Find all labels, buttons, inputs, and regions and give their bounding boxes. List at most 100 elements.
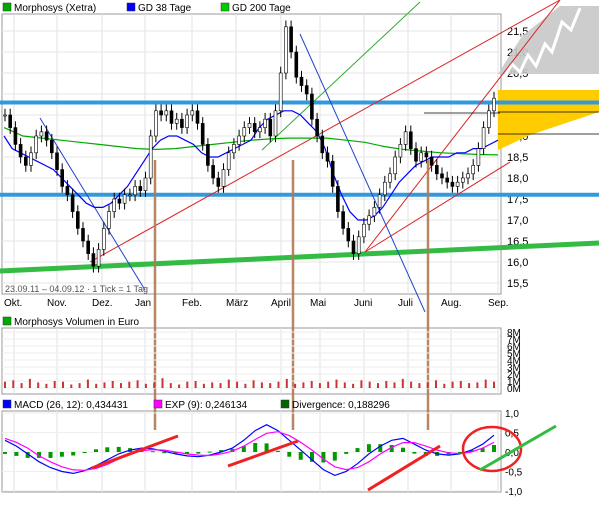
legend-swatch (2, 2, 12, 12)
volume-bar (418, 383, 421, 388)
y-tick-label: 18,5 (507, 152, 528, 164)
price-candle (471, 165, 476, 175)
volume-bar (260, 382, 263, 388)
price-candle (154, 110, 158, 137)
volume-bar (136, 380, 139, 388)
x-tick-label: April (271, 298, 291, 309)
volume-bar (227, 379, 230, 388)
volume-tick-label: 2M (507, 370, 521, 381)
price-candle (107, 211, 111, 229)
price-candle (398, 144, 403, 158)
price-candle (445, 177, 450, 183)
x-tick-label: Sep. (488, 298, 509, 309)
price-candle (13, 127, 18, 145)
volume-bar (161, 378, 164, 388)
range-note: 23.09.11 – 04.09.12 · 1 Tick = 1 Tag (5, 284, 148, 294)
divergence-bar (241, 446, 246, 452)
volume-bar (62, 381, 64, 388)
x-tick-label: Feb. (182, 298, 202, 309)
price-candle (133, 186, 137, 196)
volume-tick-label: 6M (507, 342, 521, 353)
divergence-bar (310, 452, 314, 462)
price-candle (388, 173, 392, 183)
price-candle (419, 152, 424, 162)
divergence-bar (82, 452, 87, 453)
divergence-bar (355, 448, 360, 452)
price-candle (185, 114, 189, 128)
volume-tick-label: 7M (507, 335, 521, 346)
x-tick-label: März (226, 298, 248, 309)
y-tick-label: 15,5 (507, 278, 528, 290)
green-trendline (261, 1, 421, 151)
volume-bar (459, 381, 462, 388)
price-candle (206, 144, 210, 166)
macd-legend-label: EXP (9): 0,246134 (165, 400, 248, 411)
volume-bar (86, 379, 89, 388)
red-trendline (89, 0, 561, 263)
price-candle (29, 152, 33, 166)
price-candle (91, 253, 96, 267)
volume-bar (4, 381, 6, 388)
volume-bar (111, 381, 114, 388)
volume-bar (294, 383, 297, 388)
price-candle (117, 198, 122, 204)
price-candle (211, 165, 215, 179)
price-candle (429, 156, 434, 166)
volume-bar (401, 378, 404, 388)
price-candle (34, 135, 39, 154)
volume-bar (178, 384, 181, 388)
price-candle (304, 85, 309, 95)
macd-tick-label: 0,0 (505, 448, 519, 459)
divergence-bar (366, 444, 371, 452)
divergence-bar (412, 452, 417, 454)
legend-swatch (280, 399, 290, 409)
divergence-bar (264, 443, 269, 452)
macd-divergence-line (91, 434, 179, 470)
price-candle (299, 76, 304, 86)
macd-highlight-circle (461, 425, 523, 473)
price-candle (330, 160, 335, 187)
price-candle (96, 249, 101, 267)
price-candle (403, 131, 408, 145)
macd-tick-label: -0,5 (505, 468, 523, 479)
price-candle (55, 152, 59, 170)
volume-bar (194, 381, 197, 388)
x-tick-label: Okt. (4, 298, 22, 309)
volume-panel (1, 327, 502, 395)
price-candle (382, 181, 387, 196)
price-candle (450, 181, 455, 187)
price-candle (221, 169, 226, 187)
volume-bar (435, 380, 437, 388)
y-tick-label: 17,0 (507, 215, 528, 227)
price-candle (289, 26, 293, 53)
divergence-bar (14, 452, 19, 456)
legend-swatch (2, 316, 12, 326)
volume-bar (95, 383, 98, 388)
volume-bar (360, 380, 363, 388)
divergence-bar (219, 450, 224, 452)
price-candle (216, 177, 221, 187)
volume-bar (310, 381, 313, 388)
price-candle (200, 123, 205, 145)
price-candle (8, 114, 12, 128)
volume-bar (318, 383, 321, 388)
divergence-bar (230, 448, 235, 452)
price-candle (492, 97, 496, 112)
volume-bar (343, 382, 346, 388)
volume-bar (368, 381, 371, 388)
divergence-bar (162, 452, 167, 454)
y-tick-label: 21,5 (507, 26, 528, 38)
volume-bar (53, 381, 56, 388)
volume-bar (335, 379, 338, 388)
price-candle (341, 211, 345, 229)
macd-tick-label: 1,0 (505, 409, 519, 420)
price-candle (367, 215, 371, 225)
price-candle (138, 186, 143, 191)
price-candle (284, 26, 288, 74)
price-candle (377, 194, 382, 208)
volume-bar (70, 384, 73, 388)
volume-bar (236, 381, 239, 388)
volume-bar (277, 381, 280, 388)
price-candle (455, 181, 460, 187)
